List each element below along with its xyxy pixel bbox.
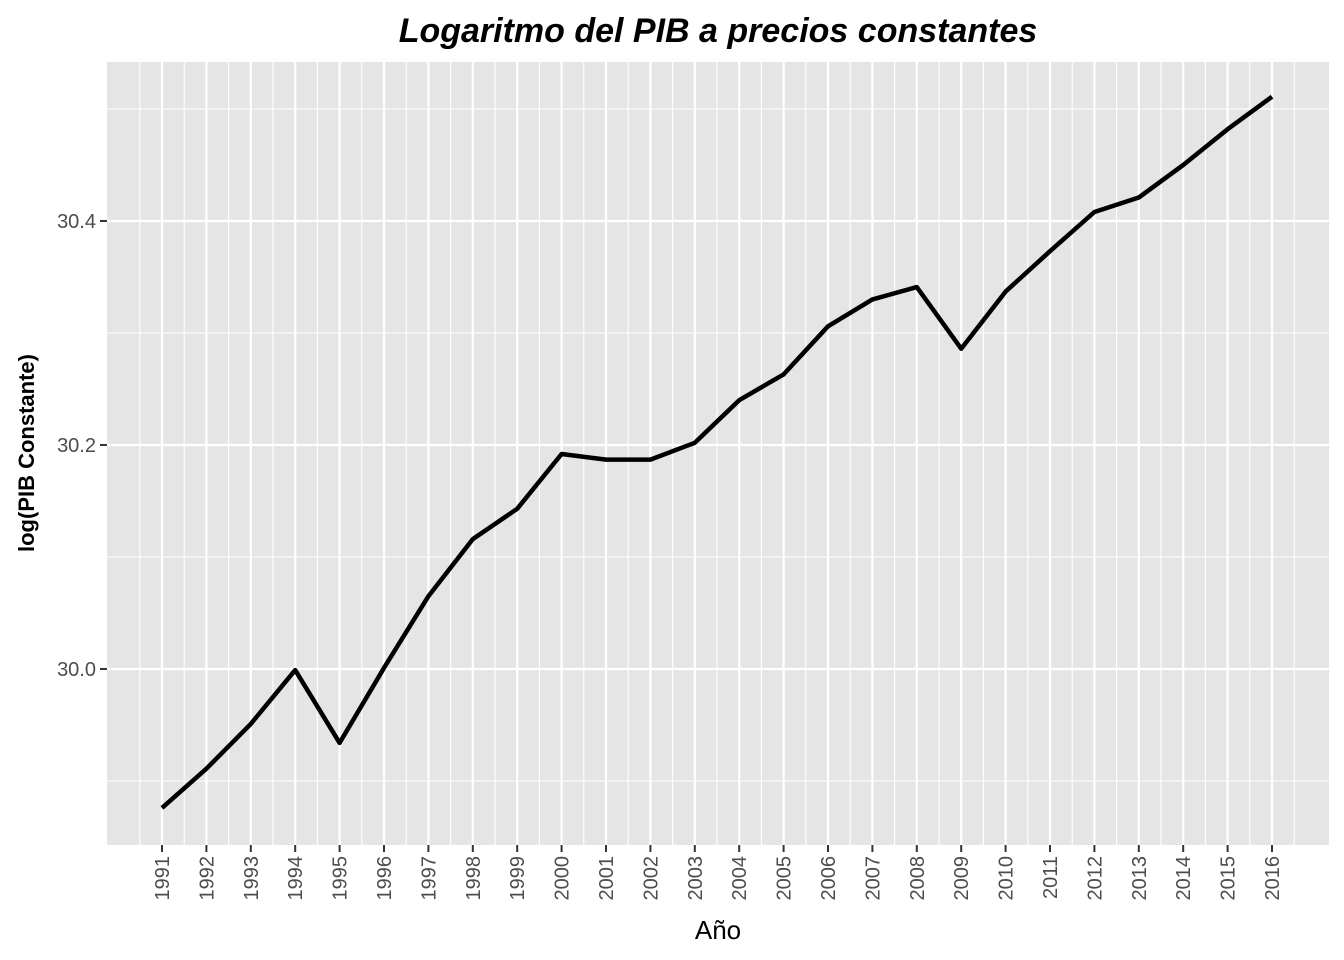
x-tick-label: 2006: [818, 856, 840, 901]
x-tick-label: 2001: [596, 856, 618, 901]
x-tick-label: 1994: [285, 856, 307, 901]
x-tick-label: 2012: [1084, 856, 1106, 901]
x-tick-label: 2004: [729, 856, 751, 901]
x-tick-label: 2000: [552, 856, 574, 901]
x-tick-label: 1998: [463, 856, 485, 901]
x-tick-label: 2008: [907, 856, 929, 901]
major-gridlines: [107, 62, 1329, 845]
x-tick-label: 2013: [1129, 856, 1151, 901]
y-tick-label: 30.2: [57, 435, 96, 457]
x-tick-label: 2005: [774, 856, 796, 901]
minor-gridlines: [107, 62, 1329, 845]
x-tick-label: 2009: [951, 856, 973, 901]
x-tick-label: 1992: [196, 856, 218, 901]
x-tick-label: 1996: [374, 856, 396, 901]
x-tick-label: 1999: [507, 856, 529, 901]
x-tick-label: 2007: [862, 856, 884, 901]
x-tick-label: 1993: [241, 856, 263, 901]
x-axis-title: Año: [695, 915, 741, 945]
x-tick-label: 2016: [1262, 856, 1284, 901]
y-tick-label: 30.4: [57, 211, 96, 233]
y-tick-label: 30.0: [57, 659, 96, 681]
y-axis-title: log(PIB Constante): [14, 354, 39, 552]
chart-title: Logaritmo del PIB a precios constantes: [399, 12, 1038, 50]
x-tick-label: 2003: [685, 856, 707, 901]
x-tick-label: 2015: [1218, 856, 1240, 901]
x-tick-label: 1997: [418, 856, 440, 901]
series-layer: [160, 94, 1274, 810]
x-tick-label: 2011: [1040, 856, 1062, 899]
x-tick-label: 1995: [330, 856, 352, 901]
x-tick-label: 1991: [152, 856, 174, 901]
x-tick-label: 2010: [996, 856, 1018, 901]
x-tick-label: 2014: [1173, 856, 1195, 901]
series-line: [160, 94, 1274, 810]
x-tick-label: 2002: [640, 856, 662, 901]
plot-panel: [107, 62, 1329, 845]
x-axis: 1991 1992 1993 1994 1995 1996 1997 1998 1999 2000…: [152, 845, 1284, 901]
y-axis: 30.0 30.2 30.4: [57, 211, 107, 681]
